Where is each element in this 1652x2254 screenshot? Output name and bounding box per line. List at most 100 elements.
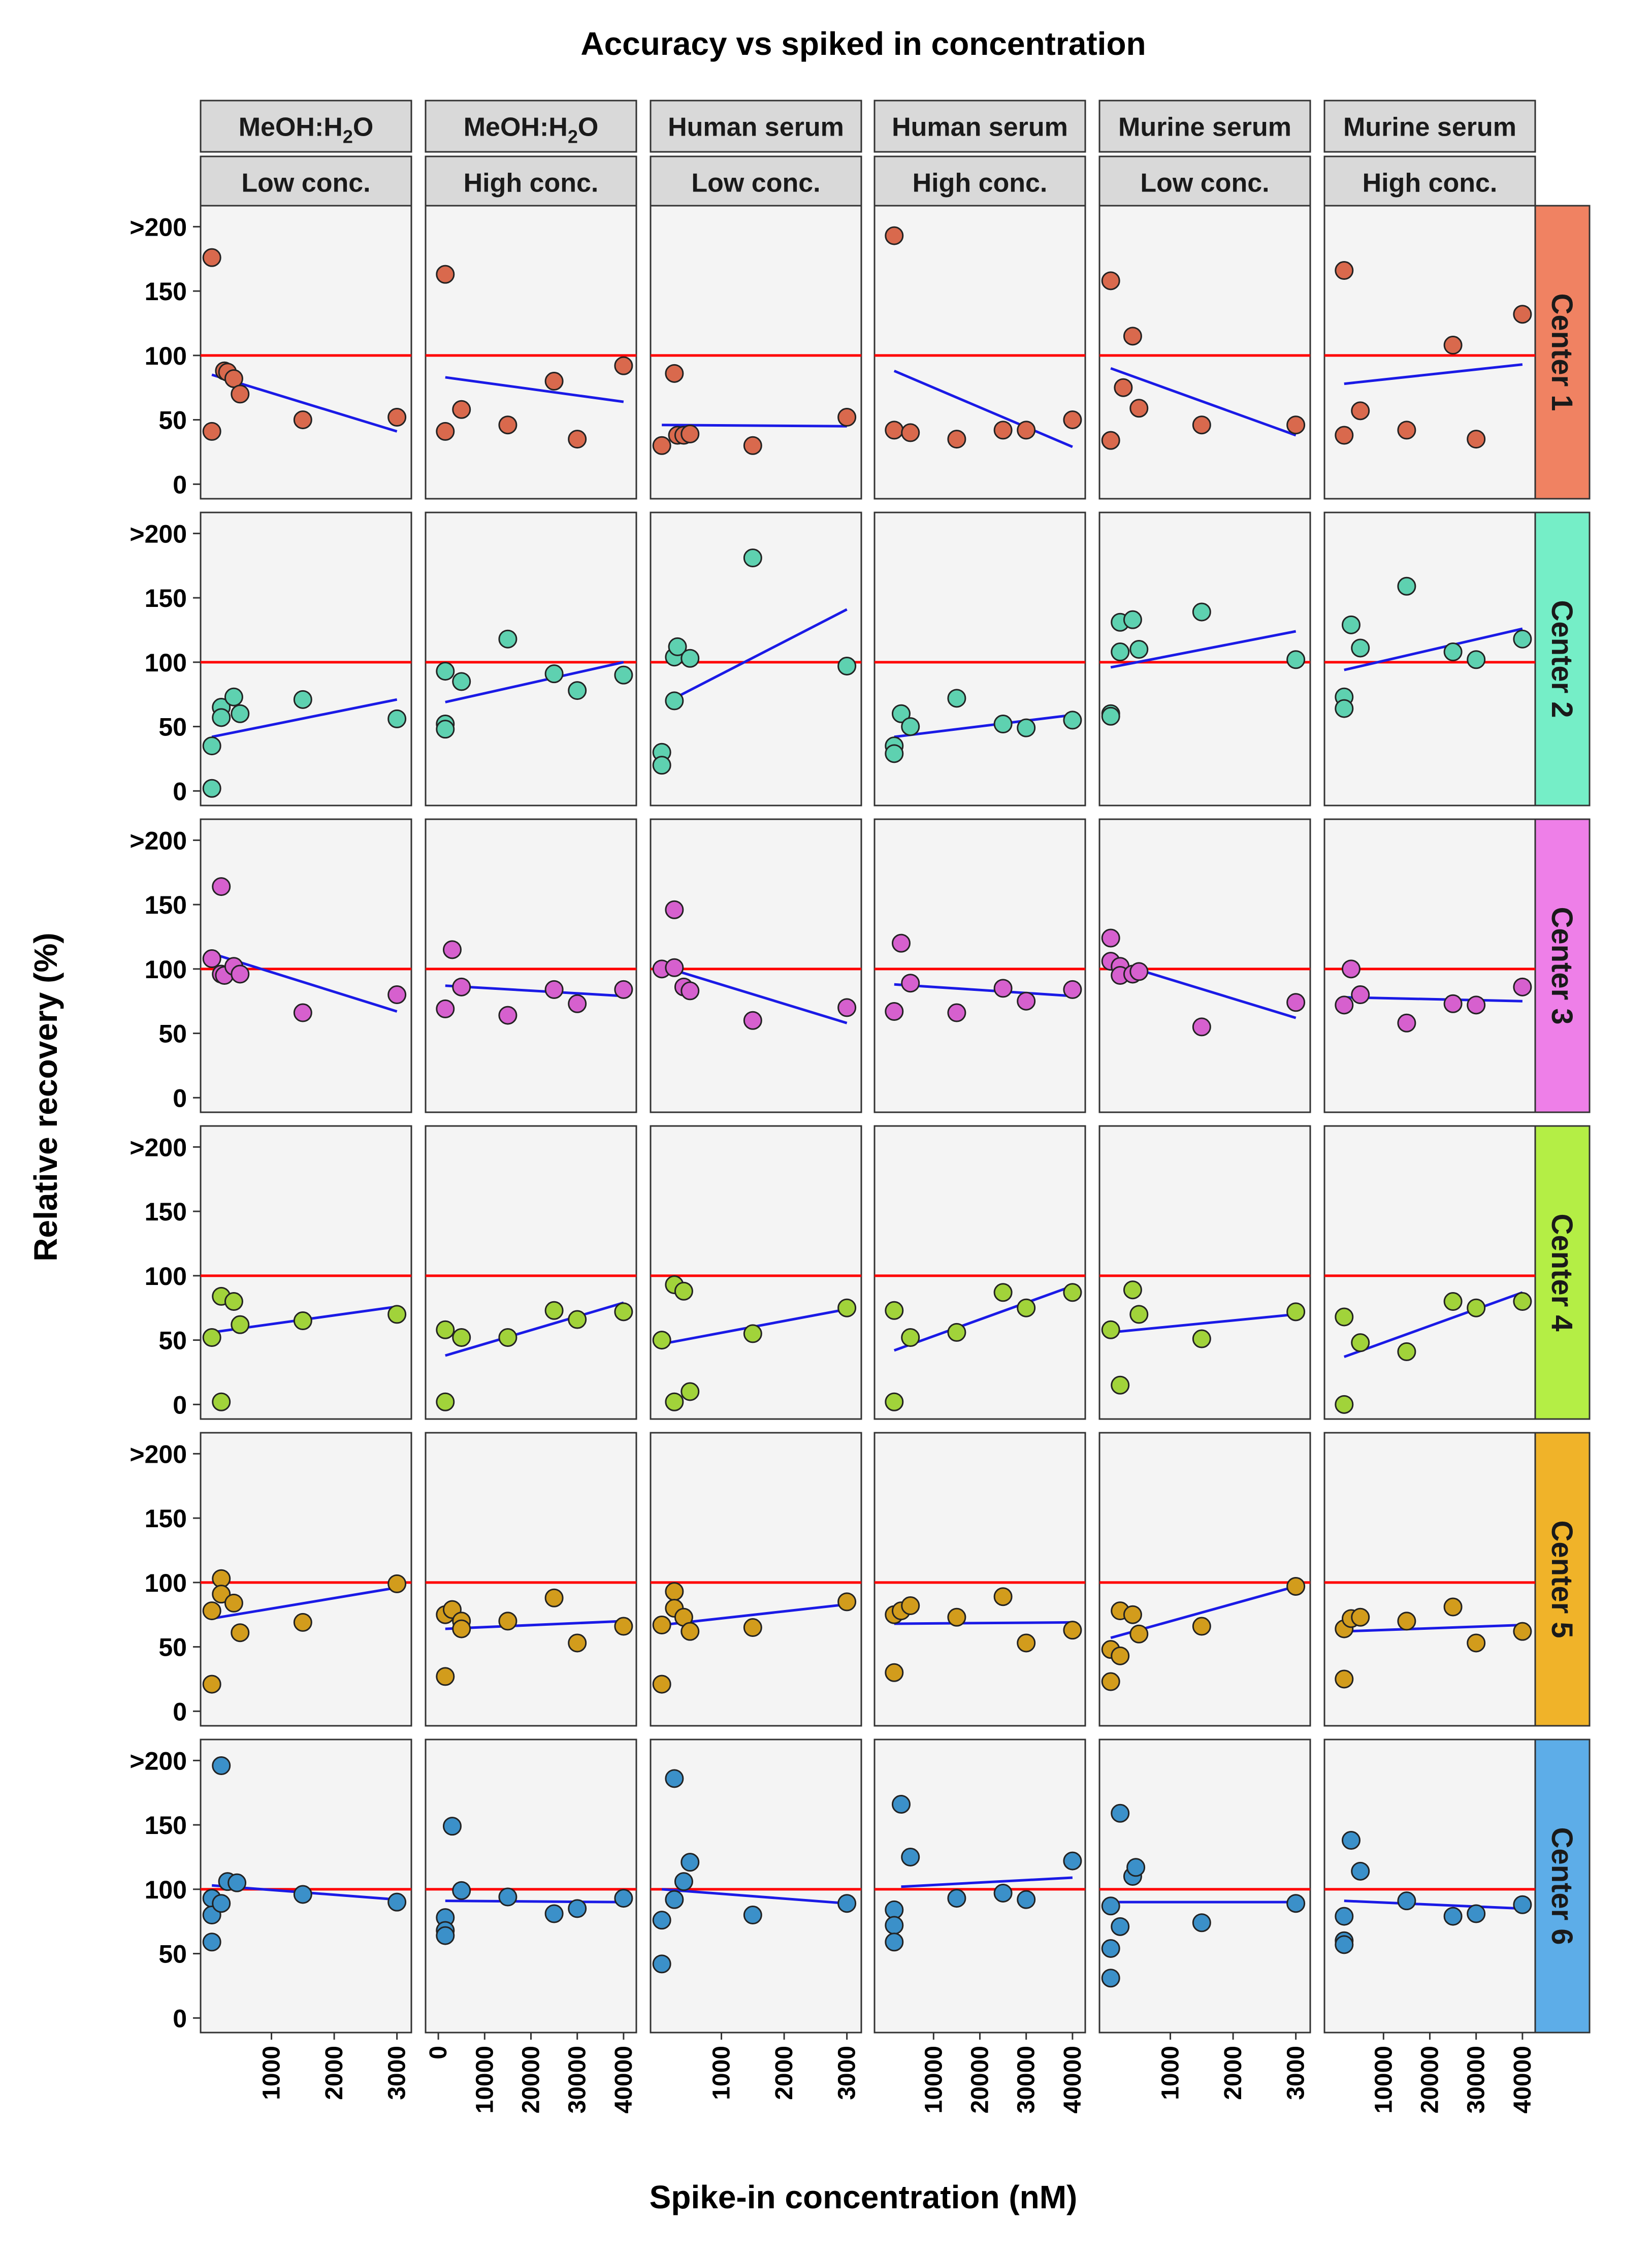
row-strip-label: Center 3 [1545,907,1578,1024]
data-point [1101,706,1120,726]
trend-line [1344,1623,1523,1633]
data-point [885,1002,904,1021]
panel-background [425,1432,637,1727]
panel-r2-c3 [650,511,862,807]
data-point [1443,1292,1463,1311]
panel-background [200,1432,412,1727]
panel-background [425,1125,637,1420]
panel-r3-c2 [425,818,637,1113]
row-strip-label: Center 4 [1545,1213,1578,1331]
column-strip-bottom [1323,155,1536,209]
x-tick-label: 40000 [1509,2046,1536,2113]
data-point [442,940,462,959]
panel-background [425,205,637,500]
data-point [652,436,671,455]
panel-r4-c5 [1098,1125,1311,1420]
column-strip-top [650,100,862,153]
data-point [668,637,687,656]
y-tick-label: 150 [145,1811,187,1840]
data-point [681,649,700,668]
data-point [568,1633,587,1653]
data-point [1286,1894,1306,1913]
data-point [743,1618,762,1637]
y-tick-label: 0 [173,1697,187,1726]
data-point [442,1817,462,1836]
column-strip-4: Human serum High conc. [873,100,1086,209]
data-point [436,1320,455,1339]
column-strip-bottom [200,155,412,209]
data-point [674,1872,693,1891]
x-tick-label: 20000 [518,2046,545,2113]
x-tick-label: 20000 [967,2046,994,2113]
data-point [436,720,455,739]
panel-background [1098,205,1311,500]
column-strip-bottom [425,155,637,209]
panel-r4-c1 [200,1125,412,1420]
data-point [652,1675,671,1694]
y-tick-label: 0 [173,1391,187,1419]
data-point [224,1292,243,1311]
data-point [1101,1672,1120,1691]
data-point [231,704,250,723]
data-point [993,979,1013,998]
data-point [1335,1935,1354,1954]
data-point [568,1310,587,1329]
data-point [885,1301,904,1320]
y-tick-label: 100 [145,342,187,370]
data-point [1101,1969,1120,1988]
data-point [202,949,221,969]
x-axis-col-3: 1000 2000 3000 [708,2033,861,2100]
row-strip-label: Center 5 [1545,1520,1578,1638]
data-point [1192,415,1211,435]
data-point [568,1899,587,1918]
y-axis-row-3: >200 150 100 50 0 [129,826,201,1112]
x-tick-label: 10000 [1370,2046,1397,2113]
x-tick-label: 30000 [564,2046,591,2113]
data-point [614,980,633,999]
data-point [837,1592,857,1612]
data-point [993,1587,1013,1606]
y-tick-label: 150 [145,891,187,919]
panel-background [873,1125,1086,1420]
panel-background [200,1125,412,1420]
data-point [885,421,904,440]
data-point [652,1331,671,1350]
data-point [652,1954,671,1974]
trend-line [893,1284,1073,1352]
data-point [947,1003,966,1022]
data-point [947,1889,966,1908]
trend-line [445,1899,624,1904]
trend-line [1110,630,1297,669]
data-point [202,1601,221,1621]
data-point [436,265,455,284]
panel-r1-c6 [1323,205,1536,500]
data-point [891,704,911,723]
data-point [614,665,633,685]
data-point [743,1324,762,1343]
data-point [1017,718,1036,737]
data-point [891,1795,911,1814]
column-strip-5: Murine serum Low conc. [1098,100,1311,209]
data-point [1192,1329,1211,1348]
column-strip-label: MeOH:H2O [239,113,374,147]
trend-line [673,608,848,700]
panel-r4-c4 [873,1125,1086,1420]
data-point [1017,421,1036,440]
x-axis-col-2: 0 10000 20000 30000 40000 [425,2033,637,2113]
y-axis-row-6: >200 150 100 50 0 [129,1747,201,2033]
panel-background [650,1125,862,1420]
data-point [568,681,587,700]
data-point [1467,1904,1486,1923]
panel-r4-c3 [650,1125,862,1420]
panel-r5-c5 [1098,1432,1311,1727]
data-point [1114,378,1133,397]
data-point [947,689,966,708]
x-tick-label: 3000 [384,2046,411,2100]
data-point [993,421,1013,440]
trend-line [211,1586,398,1620]
x-tick-label: 3000 [1283,2046,1310,2100]
x-tick-label: 20000 [1417,2046,1444,2113]
data-point [885,1663,904,1682]
panel-r3-c1 [200,818,412,1113]
